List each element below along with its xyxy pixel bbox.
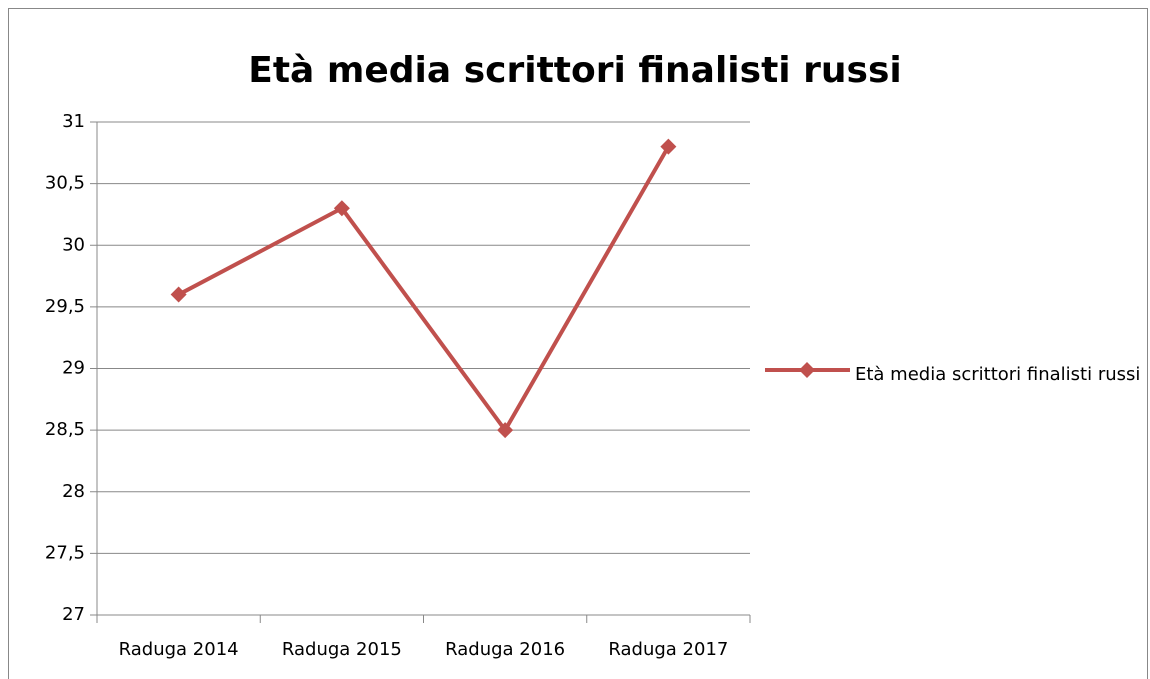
data-point — [170, 286, 187, 303]
x-tick-label: Raduga 2017 — [608, 639, 728, 660]
data-point — [497, 422, 514, 439]
y-tick-label: 30 — [62, 234, 85, 255]
data-point — [333, 200, 350, 217]
y-tick-label: 30,5 — [45, 173, 85, 194]
y-tick-label: 27 — [62, 604, 85, 625]
y-tick-label: 27,5 — [45, 542, 85, 563]
legend-label: Età media scrittori finalisti russi — [855, 364, 1141, 385]
chart-title: Età media scrittori finalisti russi — [248, 50, 902, 91]
y-tick-label: 29,5 — [45, 296, 85, 317]
chart-border — [8, 8, 1148, 679]
y-tick-label: 28,5 — [45, 419, 85, 440]
data-point — [660, 138, 677, 155]
y-tick-label: 31 — [62, 111, 85, 132]
x-tick-label: Raduga 2015 — [282, 639, 402, 660]
y-tick-label: 29 — [62, 358, 85, 379]
legend-marker — [799, 362, 815, 378]
x-tick-label: Raduga 2014 — [119, 639, 239, 660]
x-tick-label: Raduga 2016 — [445, 639, 565, 660]
series-line — [177, 145, 671, 433]
y-tick-label: 28 — [62, 481, 85, 502]
